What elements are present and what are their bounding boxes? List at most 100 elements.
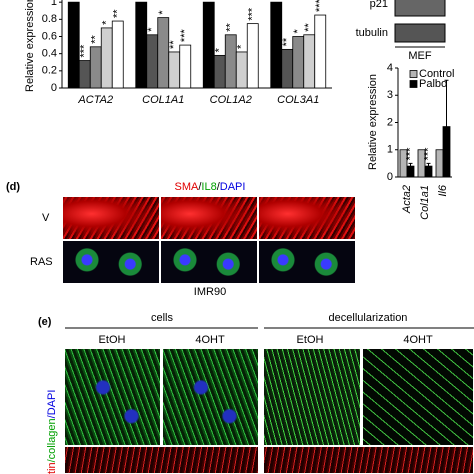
significance: ***: [422, 147, 434, 161]
bar: [406, 165, 415, 178]
sep: /: [198, 181, 202, 193]
bar: [111, 20, 124, 89]
x-tick-label: Il6: [437, 184, 449, 197]
bar: [89, 46, 102, 89]
stain: collagen: [46, 418, 58, 459]
bar: [424, 165, 433, 178]
band-label: tubulin: [356, 27, 388, 39]
bar: [246, 23, 259, 89]
cell-line: IMR90: [194, 286, 226, 298]
bar: [270, 1, 283, 89]
significance: **: [303, 23, 315, 32]
blot-band: [394, 23, 446, 43]
y-tick-label: 0: [51, 82, 57, 94]
x-tick-label: Col1a1: [419, 185, 431, 220]
bar: [100, 27, 113, 89]
significance: *: [146, 27, 158, 32]
row-label: V: [42, 212, 50, 224]
significance: *: [292, 29, 304, 34]
bar: [213, 54, 226, 89]
significance: **: [90, 35, 102, 44]
micrograph: [62, 196, 160, 240]
column-label: EtOH: [99, 334, 126, 346]
bar: [399, 149, 408, 178]
micrograph: [64, 446, 259, 474]
x-tick-label: COL1A1: [142, 94, 184, 106]
micrograph: [258, 240, 356, 284]
y-tick-label: 2: [387, 116, 393, 128]
bar: [281, 48, 294, 89]
bar: [202, 1, 215, 89]
micrograph: [162, 348, 259, 446]
significance: **: [112, 9, 124, 18]
bar: [442, 126, 451, 178]
band-label: p21: [370, 0, 388, 10]
y-tick-label: 0.4: [42, 48, 57, 60]
micrograph: [263, 348, 361, 446]
bar: [157, 17, 170, 89]
micrograph: [160, 240, 258, 284]
micrograph: [62, 240, 160, 284]
y-tick-label: 3: [387, 89, 393, 101]
stain-title: SMA/IL8/DAPI: [175, 181, 246, 193]
bar: [67, 1, 80, 89]
x-tick-label: ACTA2: [77, 94, 113, 106]
group-label: cells: [151, 312, 174, 324]
bar: [314, 14, 327, 89]
significance: *: [236, 44, 248, 49]
row-label: RAS: [30, 256, 53, 268]
column-label: 4OHT: [195, 334, 225, 346]
stain-title: tin/collagen/DAPI: [46, 390, 58, 474]
significance: *: [101, 20, 113, 25]
x-tick-label: COL1A2: [210, 94, 252, 106]
significance: ***: [314, 0, 326, 12]
significance: *: [157, 10, 169, 15]
bar: [224, 34, 237, 89]
bar: [135, 1, 148, 89]
significance: **: [168, 40, 180, 49]
column-label: EtOH: [297, 334, 324, 346]
panel-label: (e): [38, 316, 52, 328]
y-tick-label: 0: [387, 171, 393, 183]
stain: tin: [46, 462, 58, 474]
column-label: 4OHT: [403, 334, 433, 346]
y-tick-label: 0.8: [42, 13, 57, 25]
legend-label: Palbo: [419, 78, 447, 90]
bar: [417, 149, 426, 178]
bar: [303, 34, 316, 89]
bar: [168, 51, 181, 89]
legend-swatch: [409, 70, 418, 78]
legend-swatch: [409, 80, 418, 88]
bar: [235, 51, 248, 89]
x-tick-label: COL3A1: [277, 94, 319, 106]
sep: /: [217, 181, 221, 193]
significance: ***: [247, 7, 259, 21]
panel-label: (d): [6, 181, 20, 193]
legend-label: Control: [419, 68, 454, 80]
significance: ***: [179, 29, 191, 43]
group-label: decellularization: [329, 312, 408, 324]
stain: DAPI: [46, 390, 58, 416]
y-tick-label: 0.6: [42, 30, 57, 42]
bar: [146, 34, 159, 89]
significance: **: [281, 37, 293, 46]
stain: SMA: [175, 181, 200, 193]
bar: [78, 60, 91, 89]
sep: /: [46, 458, 58, 462]
blot-band: [394, 0, 446, 17]
micrograph: [362, 348, 474, 446]
significance: **: [225, 23, 237, 32]
significance: *: [214, 47, 226, 52]
micrograph: [258, 196, 356, 240]
y-axis-title: Relative expression: [367, 74, 379, 170]
y-tick-label: 4: [387, 62, 393, 74]
bar: [292, 36, 305, 89]
sep: /: [46, 414, 58, 418]
y-axis-title: Relative expression: [24, 0, 36, 92]
y-tick-label: 0.2: [42, 65, 57, 77]
x-tick-label: Acta2: [401, 185, 413, 214]
significance: ***: [404, 147, 416, 161]
micrograph: [160, 196, 258, 240]
